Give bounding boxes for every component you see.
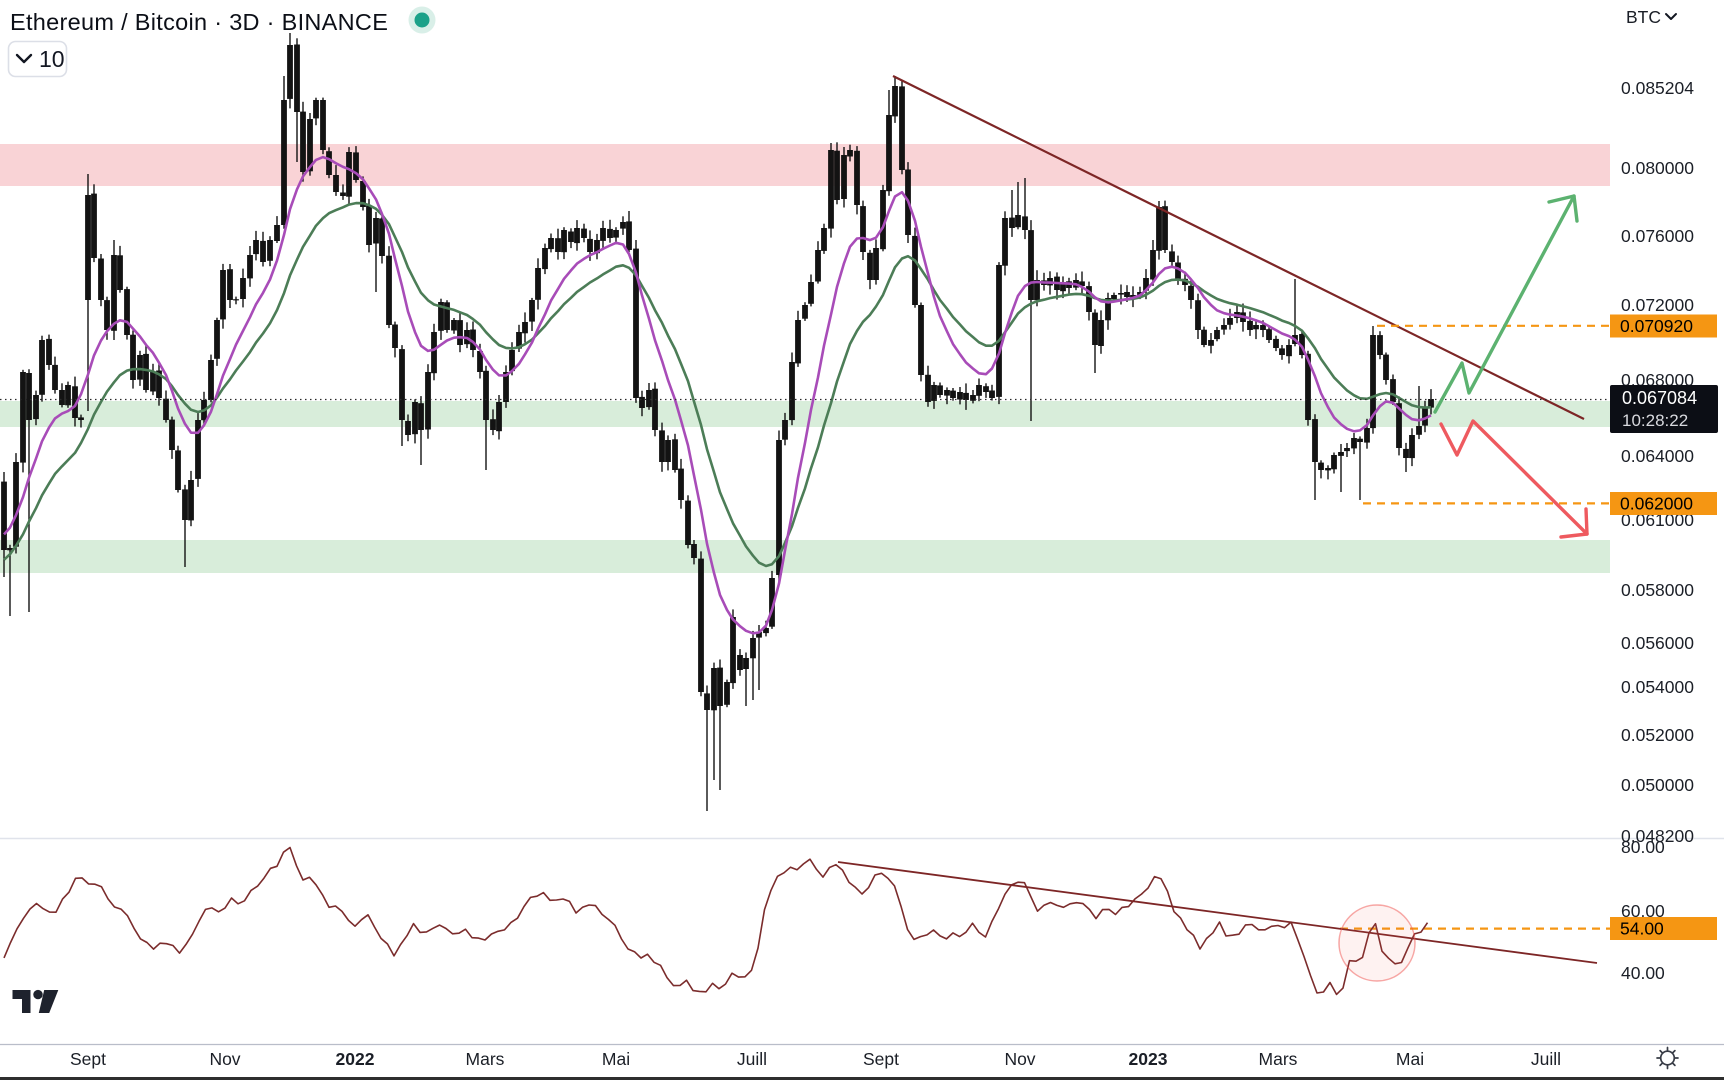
svg-text:10:28:22: 10:28:22 <box>1622 411 1688 430</box>
svg-text:Sept: Sept <box>70 1049 106 1069</box>
svg-text:0.080000: 0.080000 <box>1621 158 1694 178</box>
svg-text:54.00: 54.00 <box>1620 919 1664 939</box>
svg-text:0.048200: 0.048200 <box>1621 826 1694 846</box>
svg-text:Mai: Mai <box>1396 1049 1424 1069</box>
svg-text:Ethereum / Bitcoin · 3D · BINA: Ethereum / Bitcoin · 3D · BINANCE <box>10 9 388 35</box>
svg-text:0.072000: 0.072000 <box>1621 295 1694 315</box>
svg-text:Mars: Mars <box>1259 1049 1298 1069</box>
svg-text:0.050000: 0.050000 <box>1621 775 1694 795</box>
svg-text:60.00: 60.00 <box>1621 901 1665 921</box>
svg-text:Mars: Mars <box>466 1049 505 1069</box>
svg-text:0.067084: 0.067084 <box>1622 388 1697 408</box>
svg-text:0.056000: 0.056000 <box>1621 633 1694 653</box>
svg-text:0.054000: 0.054000 <box>1621 677 1694 697</box>
svg-text:0.052000: 0.052000 <box>1621 725 1694 745</box>
svg-text:Juill: Juill <box>1531 1049 1561 1069</box>
svg-text:0.076000: 0.076000 <box>1621 226 1694 246</box>
svg-text:0.062000: 0.062000 <box>1620 494 1693 514</box>
svg-text:Sept: Sept <box>863 1049 899 1069</box>
svg-text:Nov: Nov <box>209 1049 240 1069</box>
svg-text:Nov: Nov <box>1004 1049 1035 1069</box>
svg-text:0.085204: 0.085204 <box>1621 78 1694 98</box>
svg-text:0.058000: 0.058000 <box>1621 580 1694 600</box>
svg-text:0.064000: 0.064000 <box>1621 446 1694 466</box>
svg-text:2023: 2023 <box>1129 1049 1168 1069</box>
svg-text:80.00: 80.00 <box>1621 837 1665 857</box>
svg-text:10: 10 <box>39 46 65 72</box>
svg-text:Juill: Juill <box>737 1049 767 1069</box>
svg-text:Mai: Mai <box>602 1049 630 1069</box>
svg-text:2022: 2022 <box>336 1049 375 1069</box>
svg-text:0.070920: 0.070920 <box>1620 316 1693 336</box>
svg-text:BTC: BTC <box>1626 7 1661 27</box>
svg-text:40.00: 40.00 <box>1621 963 1665 983</box>
